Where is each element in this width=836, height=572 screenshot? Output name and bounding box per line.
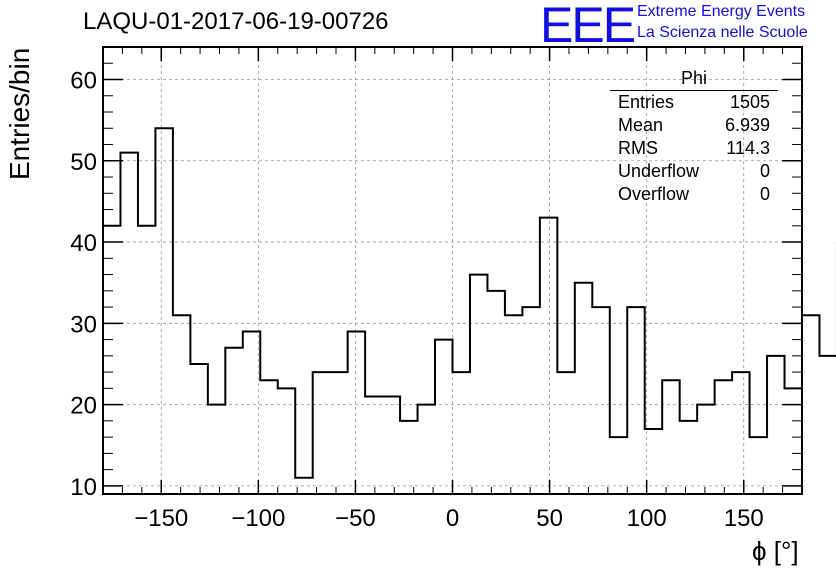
- stats-row-entries: Entries 1505: [610, 91, 778, 114]
- stats-label: RMS: [618, 138, 658, 158]
- histogram-series: [103, 127, 836, 479]
- logo-text-line1: Extreme Energy Events: [637, 3, 806, 20]
- eee-logo: EEE: [540, 0, 636, 53]
- stats-value: 0: [759, 161, 770, 181]
- stats-value: 1505: [729, 92, 770, 112]
- y-tick-label: 10: [70, 474, 97, 501]
- stats-label: Overflow: [618, 184, 690, 204]
- stats-label: Entries: [618, 92, 675, 112]
- y-axis-label: Entries/bin: [4, 47, 35, 180]
- y-tick-label: 40: [70, 230, 97, 257]
- chart-title: LAQU-01-2017-06-19-00726: [83, 8, 389, 35]
- stats-row-overflow: Overflow 0: [610, 183, 778, 206]
- stats-value: 114.3: [726, 138, 770, 158]
- stats-row-underflow: Underflow 0: [610, 160, 778, 183]
- x-tick-label: 150: [724, 505, 764, 532]
- x-tick-label: 50: [536, 505, 563, 532]
- x-axis-label: ϕ [°]: [752, 536, 799, 566]
- x-tick-label: −50: [335, 505, 376, 532]
- stats-value: 0: [759, 184, 770, 204]
- y-tick-label: 20: [70, 393, 97, 420]
- x-tick-label: 100: [627, 505, 667, 532]
- stats-label: Mean: [618, 115, 664, 135]
- x-tick-label: 0: [446, 505, 459, 532]
- x-tick-label: −100: [231, 505, 285, 532]
- stats-label: Underflow: [618, 161, 700, 181]
- y-tick-label: 30: [70, 311, 97, 338]
- logo-text-line2: La Scienza nelle Scuole: [637, 24, 808, 41]
- stats-box: Phi Entries 1505 Mean 6.939 RMS 114.3 Un…: [610, 68, 778, 206]
- stats-title: Phi: [610, 68, 778, 91]
- y-tick-label: 60: [70, 68, 97, 95]
- stats-value: 6.939: [724, 115, 770, 135]
- stats-row-mean: Mean 6.939: [610, 114, 778, 137]
- stats-row-rms: RMS 114.3: [610, 137, 778, 160]
- x-tick-label: −150: [134, 505, 188, 532]
- y-tick-label: 50: [70, 149, 97, 176]
